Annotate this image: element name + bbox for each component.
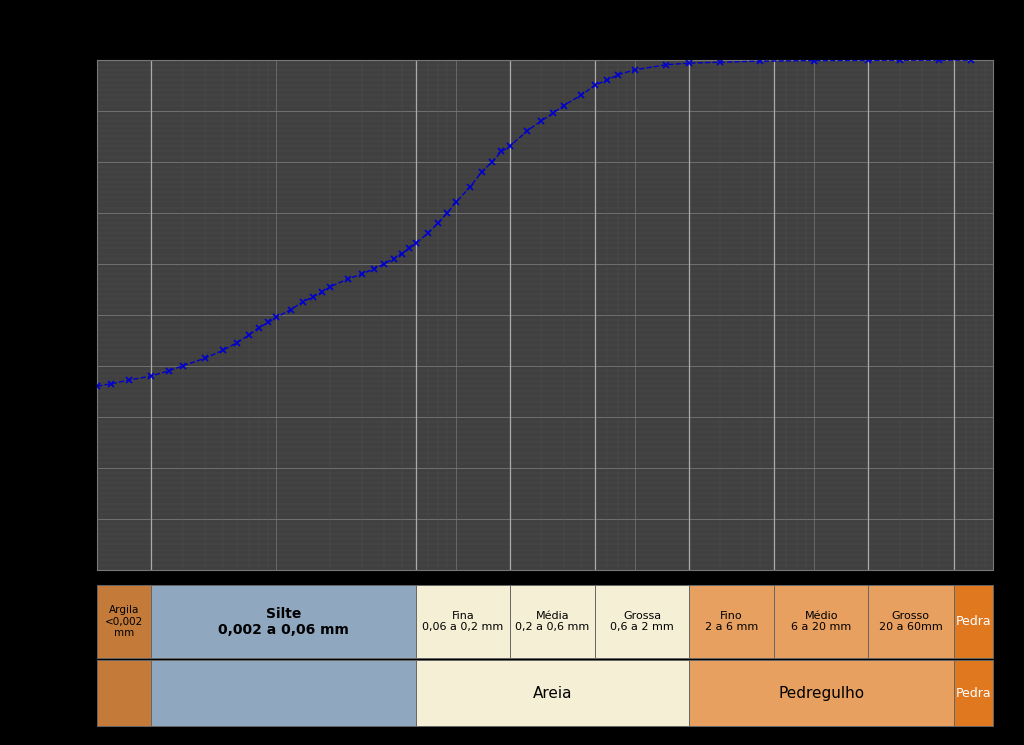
Text: Areia: Areia bbox=[532, 685, 572, 700]
Text: Média
0,2 a 0,6 mm: Média 0,2 a 0,6 mm bbox=[515, 611, 590, 633]
Text: Argila
<0,002
mm: Argila <0,002 mm bbox=[105, 605, 143, 638]
Bar bbox=[416, 660, 689, 726]
Text: Fina
0,06 a 0,2 mm: Fina 0,06 a 0,2 mm bbox=[422, 611, 504, 633]
Text: Grosso
20 a 60mm: Grosso 20 a 60mm bbox=[879, 611, 943, 633]
Text: Grossa
0,6 a 2 mm: Grossa 0,6 a 2 mm bbox=[610, 611, 674, 633]
Text: Fino
2 a 6 mm: Fino 2 a 6 mm bbox=[705, 611, 758, 633]
Bar bbox=[953, 660, 993, 726]
Bar bbox=[595, 585, 689, 659]
Text: Médio
6 a 20 mm: Médio 6 a 20 mm bbox=[792, 611, 851, 633]
Bar bbox=[689, 585, 774, 659]
Bar bbox=[152, 660, 416, 726]
Bar bbox=[510, 585, 595, 659]
Bar bbox=[689, 660, 953, 726]
Text: Pedra: Pedra bbox=[955, 687, 991, 700]
Text: Pedra: Pedra bbox=[955, 615, 991, 628]
Bar bbox=[416, 585, 510, 659]
Bar bbox=[152, 585, 416, 659]
Bar bbox=[97, 660, 152, 726]
Bar bbox=[97, 585, 152, 659]
Bar bbox=[953, 585, 993, 659]
Bar bbox=[868, 585, 953, 659]
Bar bbox=[774, 585, 868, 659]
Text: Silte
0,002 a 0,06 mm: Silte 0,002 a 0,06 mm bbox=[218, 606, 349, 637]
Text: Pedregulho: Pedregulho bbox=[778, 685, 864, 700]
